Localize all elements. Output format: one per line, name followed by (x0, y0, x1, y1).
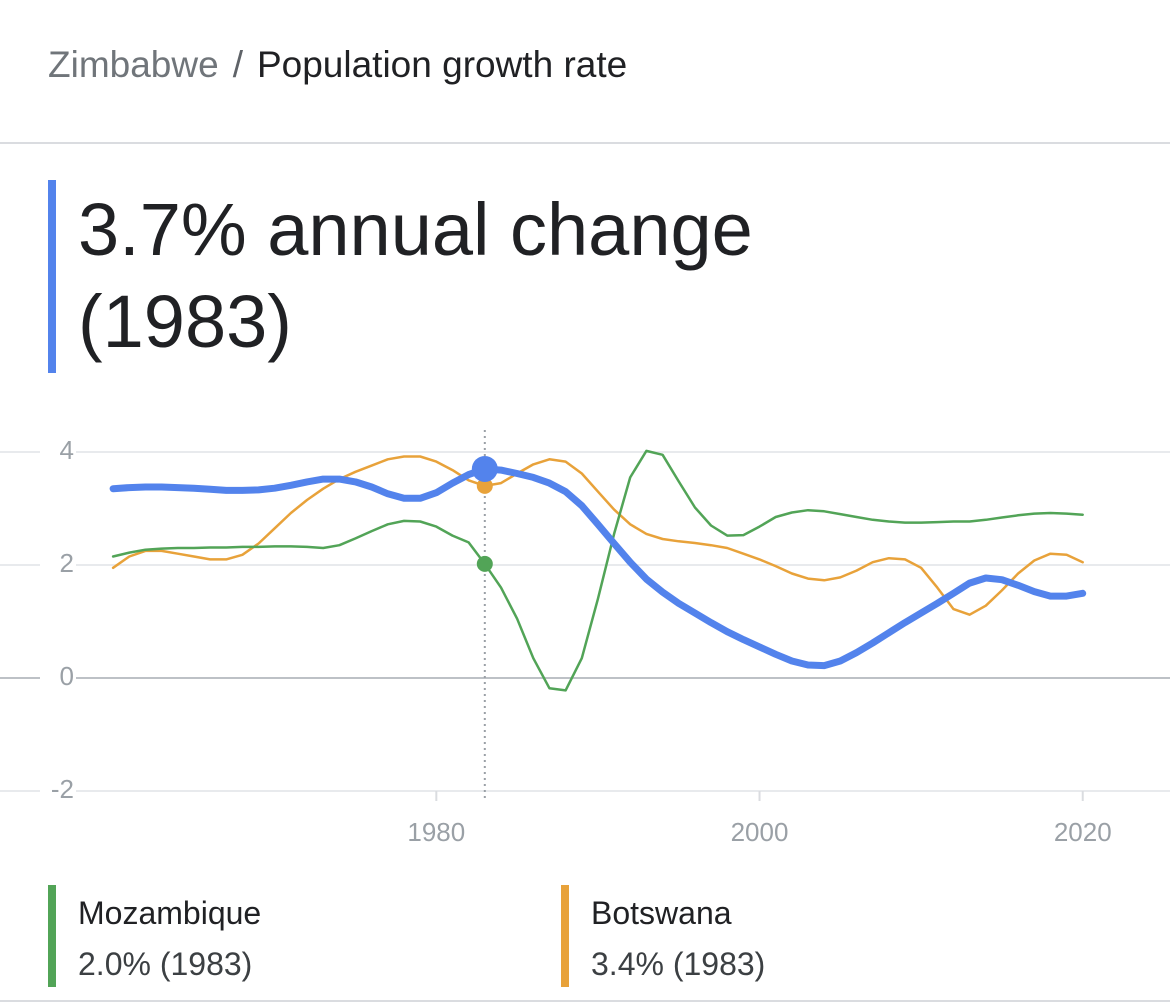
series-line (111, 455, 1084, 616)
tick-label-bg (40, 775, 76, 807)
divider (0, 1000, 1170, 1002)
highlight-point (476, 555, 493, 572)
divider (0, 142, 1170, 144)
y-tick-label: 2 (60, 548, 74, 578)
y-tick-label: 4 (60, 435, 74, 465)
legend-name: Mozambique (78, 895, 262, 931)
legend-value: 3.4% (1983) (591, 946, 766, 982)
breadcrumb: Zimbabwe / Population growth rate (48, 44, 627, 86)
y-tick-label: 0 (60, 661, 74, 691)
breadcrumb-current: Population growth rate (256, 44, 628, 85)
series-line (109, 465, 1087, 670)
highlight-point (471, 455, 498, 482)
x-tick-label: 2000 (731, 817, 789, 847)
legend-name: Botswana (591, 895, 732, 931)
highlight-point (476, 477, 493, 494)
breadcrumb-parent[interactable]: Zimbabwe (48, 44, 219, 85)
breadcrumb-separator: / (232, 44, 243, 85)
headline: 3.7% annual change (1983) (78, 188, 753, 363)
legend-item[interactable]: Botswana 3.4% (1983) (561, 885, 765, 987)
series-line (111, 449, 1084, 692)
y-tick-label: -2 (51, 774, 74, 804)
tick-label-bg (40, 662, 76, 694)
tick-label-bg (40, 549, 76, 581)
legend-item[interactable]: Mozambique 2.0% (1983) (48, 885, 261, 987)
x-tick-label: 2020 (1054, 817, 1112, 847)
legend-value: 2.0% (1983) (78, 946, 253, 982)
x-tick-label: 1980 (407, 817, 465, 847)
tick-label-bg (40, 436, 76, 468)
headline-accent (48, 180, 56, 373)
